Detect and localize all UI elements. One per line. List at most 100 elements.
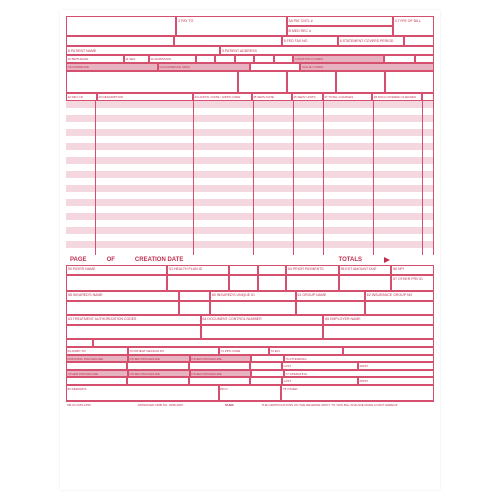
service-line-cell[interactable] [66, 220, 96, 227]
sex[interactable]: 11 SEX [124, 55, 149, 63]
service-line-cell[interactable] [374, 150, 424, 157]
ins-rows-5[interactable] [365, 301, 434, 315]
payer-rows-c[interactable] [229, 275, 257, 291]
provider-box[interactable] [66, 16, 176, 36]
payer-rows-d[interactable] [258, 275, 286, 291]
service-line-row[interactable] [66, 108, 434, 115]
service-line-cell[interactable] [66, 199, 96, 206]
insured-id[interactable]: 60 INSURED'S UNIQUE ID [210, 291, 296, 301]
service-line-cell[interactable] [294, 164, 324, 171]
pay-to-box[interactable]: 2 PAY TO [176, 16, 286, 36]
service-line-row[interactable] [66, 164, 434, 171]
service-line-cell[interactable] [194, 150, 253, 157]
val-d[interactable] [385, 71, 434, 93]
service-line-cell[interactable] [294, 206, 324, 213]
service-line-cell[interactable] [66, 115, 96, 122]
service-line-cell[interactable] [194, 220, 253, 227]
ins-group[interactable]: 62 INSURANCE GROUP NO [365, 291, 434, 301]
service-line-cell[interactable] [294, 115, 324, 122]
service-line-row[interactable] [66, 192, 434, 199]
service-line-row[interactable] [66, 206, 434, 213]
service-line-cell[interactable] [66, 136, 96, 143]
op-last[interactable]: LAST [282, 377, 358, 385]
service-line-cell[interactable] [423, 129, 434, 136]
service-line-cell[interactable] [194, 192, 253, 199]
service-line-cell[interactable] [374, 199, 424, 206]
service-line-row[interactable] [66, 227, 434, 234]
service-line-cell[interactable] [194, 199, 253, 206]
proc-1[interactable] [66, 362, 127, 370]
service-line-cell[interactable] [294, 185, 324, 192]
service-line-cell[interactable] [423, 248, 434, 255]
service-line-cell[interactable] [254, 157, 294, 164]
service-line-cell[interactable] [294, 241, 324, 248]
proc-4[interactable] [66, 377, 127, 385]
service-line-cell[interactable] [294, 171, 324, 178]
service-line-cell[interactable] [423, 101, 434, 108]
service-line-cell[interactable] [423, 108, 434, 115]
service-line-cell[interactable] [423, 227, 434, 234]
service-line-cell[interactable] [324, 241, 374, 248]
service-line-row[interactable] [66, 185, 434, 192]
service-line-cell[interactable] [324, 143, 374, 150]
payer-name[interactable]: 50 PAYER NAME [66, 265, 167, 275]
service-line-cell[interactable] [66, 227, 96, 234]
val-a[interactable] [238, 71, 287, 93]
service-line-cell[interactable] [374, 185, 424, 192]
service-line-cell[interactable] [423, 143, 434, 150]
service-line-cell[interactable] [194, 136, 253, 143]
service-line-cell[interactable] [423, 171, 434, 178]
pps-code[interactable]: 71 PPS CODE [219, 347, 269, 355]
service-line-cell[interactable] [96, 136, 194, 143]
service-line-cell[interactable] [374, 164, 424, 171]
proc-3[interactable] [189, 362, 250, 370]
service-line-cell[interactable] [96, 108, 194, 115]
service-line-cell[interactable] [374, 122, 424, 129]
patient-name[interactable]: 8 PATIENT NAME [66, 46, 220, 55]
service-line-cell[interactable] [423, 150, 434, 157]
service-line-cell[interactable] [66, 101, 96, 108]
service-line-cell[interactable] [96, 115, 194, 122]
service-line-cell[interactable] [374, 157, 424, 164]
service-line-cell[interactable] [294, 108, 324, 115]
proc-2[interactable] [127, 362, 188, 370]
service-line-cell[interactable] [324, 101, 374, 108]
ins-rows-3[interactable] [210, 301, 296, 315]
service-line-cell[interactable] [254, 108, 294, 115]
service-line-cell[interactable] [324, 220, 374, 227]
payer-rows-f[interactable] [339, 275, 392, 291]
service-line-cell[interactable] [194, 157, 253, 164]
service-line-cell[interactable] [374, 115, 424, 122]
eci[interactable]: 72 ECI [269, 347, 343, 355]
service-line-cell[interactable] [194, 101, 253, 108]
service-line-cell[interactable] [294, 136, 324, 143]
val-c[interactable] [336, 71, 385, 93]
service-line-cell[interactable] [294, 122, 324, 129]
other-prv[interactable]: 57 OTHER PRV ID [391, 275, 434, 291]
service-line-cell[interactable] [294, 129, 324, 136]
service-line-row[interactable] [66, 213, 434, 220]
patient-address[interactable]: 9 PATIENT ADDRESS [220, 46, 434, 55]
service-line-cell[interactable] [254, 234, 294, 241]
service-line-cell[interactable] [324, 164, 374, 171]
service-line-cell[interactable] [254, 122, 294, 129]
operating[interactable]: 77 OPERATING [284, 370, 434, 377]
cc-81[interactable]: 81CC [219, 385, 282, 401]
service-line-cell[interactable] [374, 108, 424, 115]
service-line-cell[interactable] [66, 164, 96, 171]
service-line-row[interactable] [66, 220, 434, 227]
service-line-cell[interactable] [66, 178, 96, 185]
service-line-cell[interactable] [194, 213, 253, 220]
service-line-cell[interactable] [324, 150, 374, 157]
service-line-cell[interactable] [66, 185, 96, 192]
att-last[interactable]: LAST [282, 362, 358, 370]
payer-rows-a[interactable] [66, 275, 167, 291]
service-line-cell[interactable] [96, 122, 194, 129]
service-line-row[interactable] [66, 101, 434, 108]
service-line-cell[interactable] [194, 234, 253, 241]
service-line-cell[interactable] [66, 248, 96, 255]
val-b[interactable] [287, 71, 336, 93]
other-78-79[interactable]: 78 OTHER [281, 385, 434, 401]
service-line-row[interactable] [66, 150, 434, 157]
service-line-cell[interactable] [96, 129, 194, 136]
